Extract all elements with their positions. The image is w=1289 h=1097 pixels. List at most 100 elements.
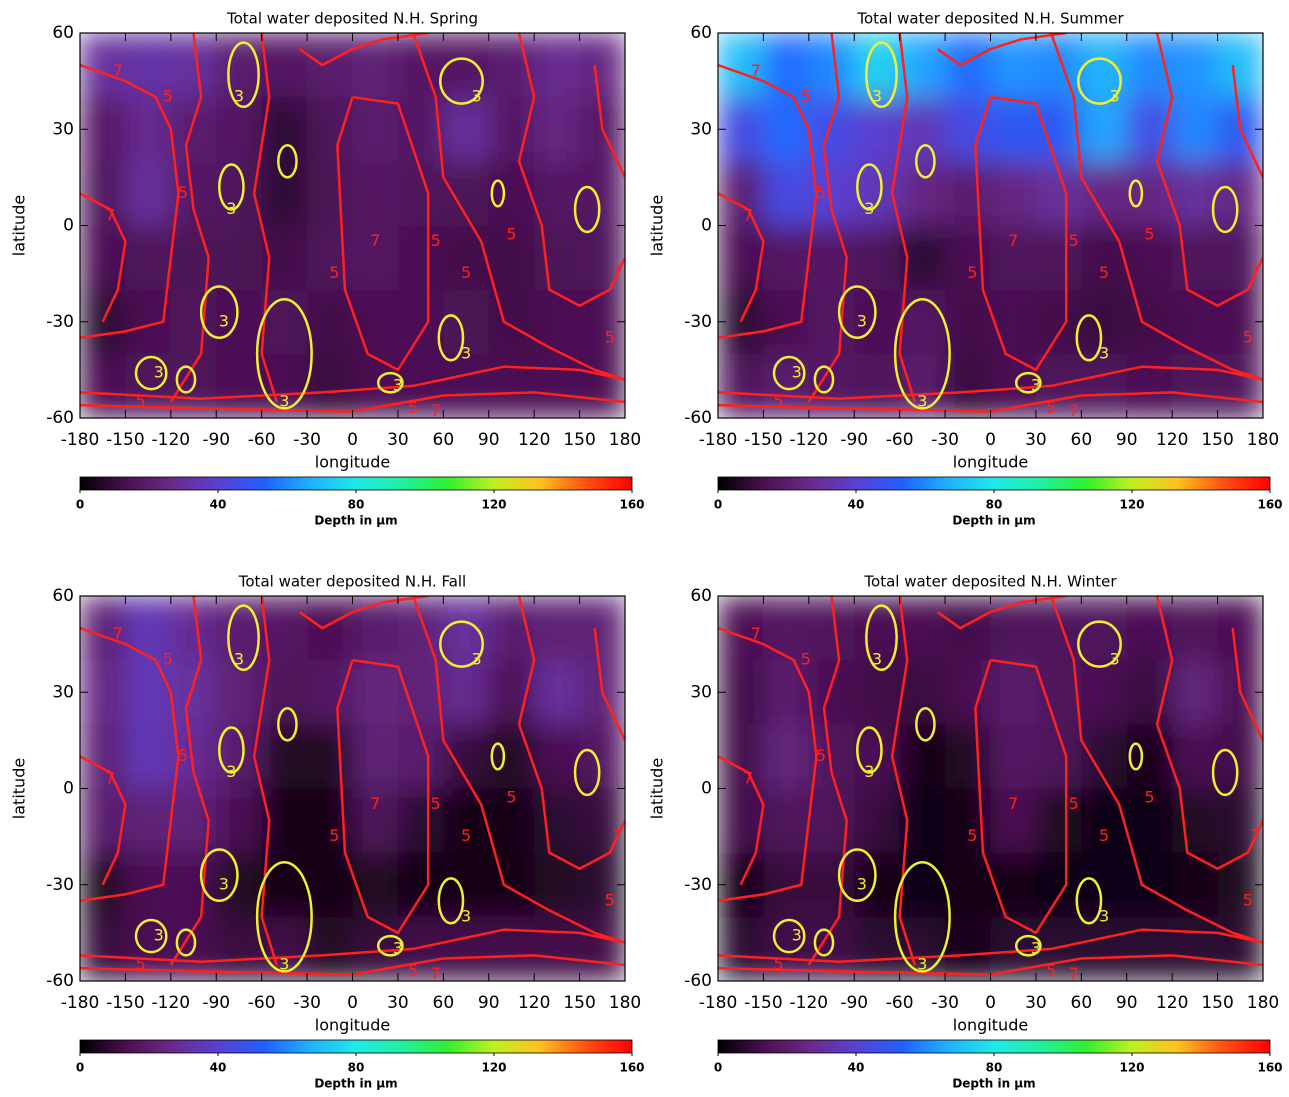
contour-line bbox=[772, 355, 806, 391]
contour-line bbox=[856, 163, 883, 211]
contour-line bbox=[1077, 57, 1122, 105]
heatmap-cell bbox=[1217, 225, 1263, 291]
heatmap-cell bbox=[990, 852, 1037, 918]
heatmap-cell bbox=[1217, 916, 1263, 981]
heatmap-cells bbox=[80, 596, 625, 981]
x-tick-label: -30 bbox=[293, 430, 321, 450]
heatmap-cell bbox=[170, 852, 217, 918]
heatmap-cell bbox=[534, 788, 581, 854]
colorbar-tick-label: 40 bbox=[210, 1061, 227, 1075]
colorbar-tick-label: 160 bbox=[619, 1061, 644, 1075]
heatmap-cell bbox=[579, 916, 625, 981]
heatmap-cell bbox=[534, 289, 581, 355]
contour-label: 3 bbox=[219, 311, 229, 330]
heatmap-cell bbox=[352, 353, 399, 418]
heatmap-cell bbox=[443, 660, 490, 725]
contour-line bbox=[593, 627, 625, 741]
x-tick-label: 60 bbox=[1071, 430, 1093, 450]
x-tick-label: 30 bbox=[1025, 430, 1047, 450]
contour-label: 5 bbox=[506, 225, 516, 244]
heatmap-cell bbox=[990, 33, 1037, 98]
colorbar-tick-label: 160 bbox=[619, 498, 644, 512]
heatmap-cell bbox=[945, 289, 991, 355]
contour-line bbox=[1075, 314, 1103, 362]
heatmap-cell bbox=[579, 596, 625, 661]
y-tick-label: 60 bbox=[690, 586, 712, 606]
contour-label: 5 bbox=[329, 263, 339, 282]
contour-label: 5 bbox=[431, 794, 441, 813]
x-tick-label: 120 bbox=[518, 430, 550, 450]
contour-line bbox=[718, 755, 765, 886]
contour-line bbox=[718, 192, 765, 323]
contour-label: 3 bbox=[1110, 87, 1120, 106]
contour-label: 7 bbox=[105, 205, 115, 224]
heatmap-cell bbox=[80, 161, 126, 226]
contour-label: 3 bbox=[234, 87, 244, 106]
contour-label: 5 bbox=[1243, 890, 1253, 909]
contour-line bbox=[437, 877, 465, 925]
contour-line bbox=[974, 658, 1068, 935]
x-tick-label: -90 bbox=[202, 430, 230, 450]
y-tick-label: 30 bbox=[690, 682, 712, 702]
x-tick-label: 180 bbox=[1247, 430, 1279, 450]
colorbar-tick-label: 80 bbox=[986, 498, 1003, 512]
heatmap-cell bbox=[534, 660, 581, 725]
heatmap-cell bbox=[899, 33, 946, 98]
contour-line bbox=[252, 33, 278, 403]
heatmap-cell bbox=[488, 724, 535, 789]
contour-line bbox=[437, 314, 465, 362]
contour-label: 3 bbox=[917, 954, 927, 973]
contour-label: 3 bbox=[279, 954, 289, 973]
heatmap-cell bbox=[854, 660, 901, 725]
y-tick-label: 30 bbox=[690, 119, 712, 139]
colorbar bbox=[79, 1039, 633, 1054]
heatmap-cell bbox=[763, 97, 810, 162]
contour-label: 5 bbox=[329, 826, 339, 845]
x-axis-label: longitude bbox=[315, 1016, 390, 1035]
heatmap-cell bbox=[352, 916, 399, 981]
contour-line bbox=[218, 163, 245, 211]
heatmap-cell bbox=[990, 724, 1037, 789]
heatmap-cells bbox=[80, 33, 625, 418]
heatmap-cell bbox=[1172, 97, 1219, 162]
heatmap-cell bbox=[899, 660, 946, 725]
heatmap-cell bbox=[216, 660, 263, 725]
contour-line bbox=[80, 954, 625, 976]
contour-line bbox=[1231, 64, 1263, 178]
contour-line bbox=[718, 626, 818, 903]
heatmap-cell bbox=[443, 225, 490, 291]
contour-label: 3 bbox=[1099, 906, 1109, 925]
contour-line bbox=[865, 41, 898, 109]
contour-label: 3 bbox=[234, 650, 244, 669]
heatmap-cell bbox=[1081, 788, 1128, 854]
contour-label: 7 bbox=[431, 401, 441, 420]
heatmap-cells bbox=[718, 596, 1263, 981]
heatmap-cell bbox=[488, 353, 535, 418]
heatmap-cell bbox=[307, 916, 353, 981]
x-tick-label: -180 bbox=[61, 993, 100, 1013]
chart-title: Total water deposited N.H. Spring bbox=[226, 10, 478, 28]
contour-label: 3 bbox=[461, 343, 471, 362]
contour-line bbox=[80, 391, 625, 413]
heatmap-cell bbox=[579, 353, 625, 418]
contour-line bbox=[517, 596, 625, 870]
y-tick-label: 60 bbox=[52, 23, 74, 43]
y-tick-label: -60 bbox=[684, 971, 712, 991]
contour-label: 5 bbox=[431, 231, 441, 250]
heatmap-cell bbox=[854, 225, 901, 291]
x-tick-label: -150 bbox=[744, 430, 783, 450]
contour-label: 3 bbox=[1099, 343, 1109, 362]
heatmap-cell bbox=[763, 660, 810, 725]
heatmap-cell bbox=[80, 33, 126, 98]
contour-line bbox=[593, 64, 625, 178]
contour-label: 7 bbox=[1008, 794, 1018, 813]
colorbar-tick-label: 0 bbox=[76, 1061, 84, 1075]
heatmap-cell bbox=[945, 161, 991, 226]
contour-label: 5 bbox=[801, 87, 811, 106]
heatmap-cell bbox=[261, 596, 308, 661]
contour-label: 3 bbox=[219, 874, 229, 893]
heatmap-cell bbox=[945, 724, 991, 789]
heatmap-cell bbox=[990, 596, 1037, 661]
